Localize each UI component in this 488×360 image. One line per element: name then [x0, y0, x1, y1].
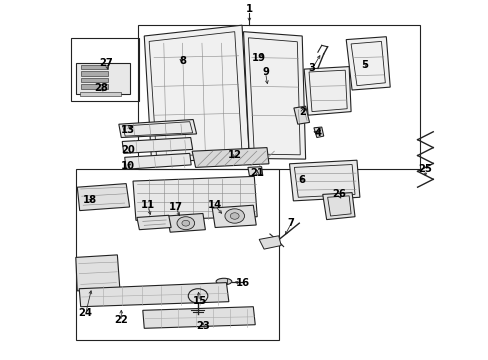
Polygon shape — [346, 37, 389, 90]
Ellipse shape — [216, 278, 231, 285]
Polygon shape — [289, 160, 359, 201]
Polygon shape — [122, 138, 192, 153]
Polygon shape — [212, 205, 256, 228]
Polygon shape — [167, 213, 205, 232]
Text: 10: 10 — [121, 161, 135, 171]
Polygon shape — [133, 176, 257, 220]
Text: 8: 8 — [180, 56, 186, 66]
Circle shape — [177, 217, 194, 230]
Bar — [138, 25, 419, 169]
Bar — [80, 92, 121, 96]
Text: 6: 6 — [298, 175, 305, 185]
Polygon shape — [79, 283, 228, 307]
Circle shape — [230, 213, 239, 219]
Polygon shape — [243, 32, 305, 159]
Text: 2: 2 — [298, 107, 305, 117]
Polygon shape — [76, 255, 120, 291]
Polygon shape — [119, 120, 196, 138]
Polygon shape — [259, 236, 281, 249]
Text: 11: 11 — [140, 200, 155, 210]
Text: 22: 22 — [114, 315, 128, 325]
Text: 25: 25 — [418, 164, 431, 174]
Text: 13: 13 — [121, 125, 135, 135]
Polygon shape — [304, 67, 350, 115]
Bar — [71, 38, 139, 101]
Polygon shape — [142, 307, 255, 328]
Text: 5: 5 — [360, 60, 367, 70]
Polygon shape — [137, 215, 171, 230]
Polygon shape — [77, 184, 129, 211]
Bar — [81, 71, 107, 76]
Text: 3: 3 — [308, 63, 315, 73]
Text: 15: 15 — [192, 296, 206, 306]
Polygon shape — [313, 127, 323, 138]
Text: 12: 12 — [227, 150, 241, 160]
Text: 23: 23 — [196, 321, 209, 331]
Polygon shape — [322, 193, 354, 220]
Polygon shape — [293, 106, 309, 124]
Text: 21: 21 — [250, 168, 264, 178]
Text: 19: 19 — [252, 53, 265, 63]
Text: 7: 7 — [287, 218, 294, 228]
Text: 24: 24 — [79, 308, 92, 318]
Bar — [81, 84, 107, 89]
Polygon shape — [124, 153, 191, 169]
Text: 1: 1 — [245, 4, 252, 14]
Text: 16: 16 — [236, 278, 249, 288]
Bar — [76, 63, 129, 94]
Circle shape — [182, 220, 189, 226]
Text: 18: 18 — [82, 195, 96, 205]
Text: 20: 20 — [121, 145, 135, 156]
Polygon shape — [192, 148, 268, 167]
Circle shape — [224, 209, 244, 223]
Bar — [81, 78, 107, 82]
Text: 28: 28 — [94, 83, 108, 93]
Ellipse shape — [93, 193, 112, 203]
Text: 14: 14 — [207, 200, 222, 210]
Bar — [81, 65, 107, 69]
Text: 26: 26 — [331, 189, 345, 199]
Text: 17: 17 — [169, 202, 183, 212]
Text: 9: 9 — [262, 67, 268, 77]
Bar — [76, 169, 278, 340]
Text: 27: 27 — [100, 58, 113, 68]
Polygon shape — [247, 167, 262, 176]
Polygon shape — [144, 25, 249, 162]
Text: 4: 4 — [314, 128, 321, 138]
